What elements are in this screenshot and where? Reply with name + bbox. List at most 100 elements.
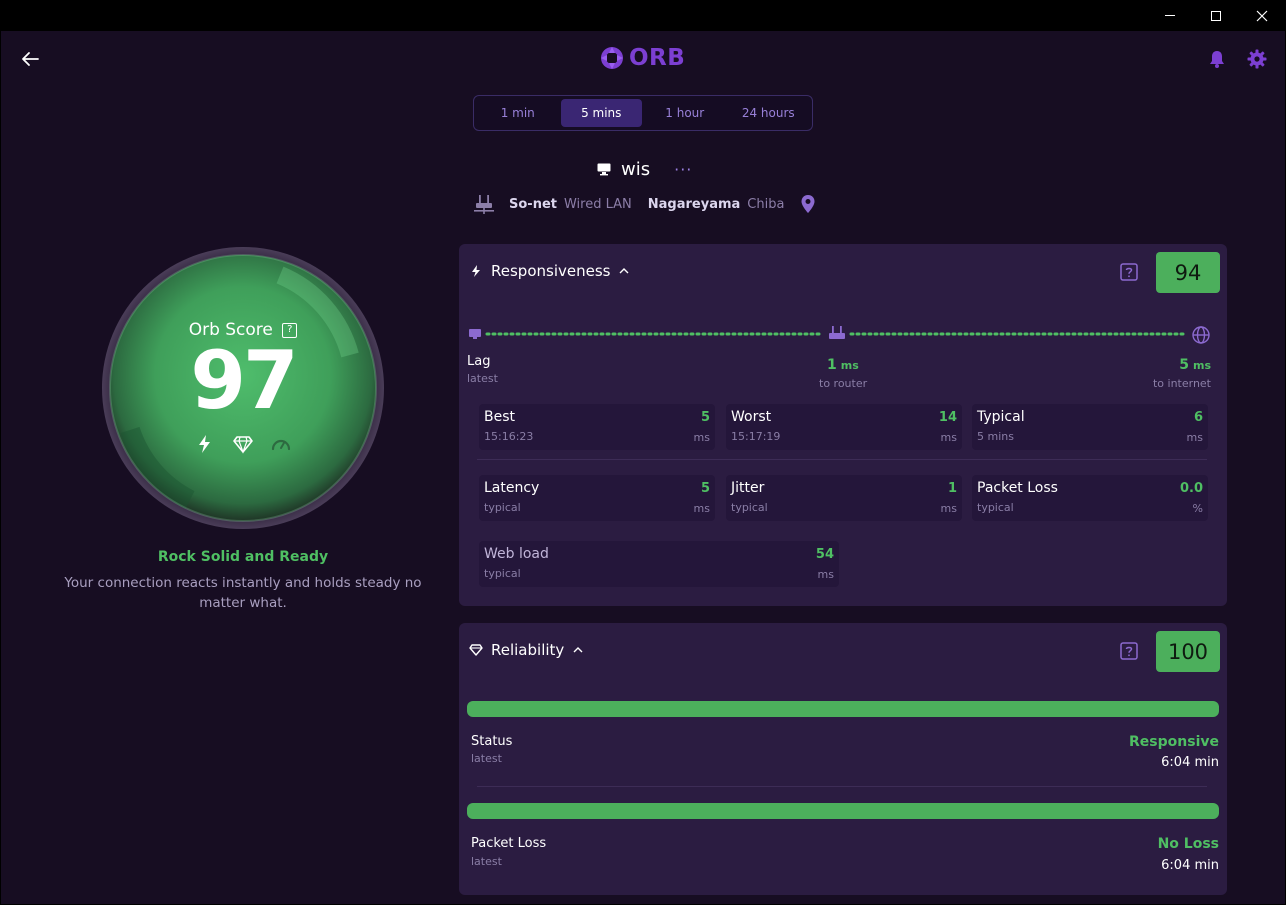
lag-label: Lag xyxy=(467,354,491,369)
lag-internet-value: 5 ms xyxy=(1179,357,1211,373)
tile-sub: 5 mins xyxy=(977,430,1014,443)
window-titlebar xyxy=(0,0,1286,31)
connection-type: Wired LAN xyxy=(563,196,632,212)
divider xyxy=(477,786,1207,787)
packet-loss-sub: latest xyxy=(471,855,502,868)
metric-tile-web-load: Web load typical 54 ms xyxy=(479,541,839,587)
time-range-1-hour[interactable]: 1 hour xyxy=(665,106,705,120)
metric-tile-typical: Typical 5 mins 6 ms xyxy=(972,404,1208,450)
location-pin-icon[interactable] xyxy=(800,194,816,214)
lag-internet-unit: ms xyxy=(1192,359,1211,372)
lightning-icon xyxy=(199,435,210,453)
orb-score-gauge[interactable]: Orb Score ? 97 xyxy=(100,245,386,531)
reliability-title: Reliability xyxy=(491,641,565,659)
chevron-up-icon xyxy=(573,647,583,653)
device-name: wis xyxy=(621,159,651,180)
lag-path-graphic xyxy=(469,326,1210,344)
bell-icon[interactable] xyxy=(1207,49,1227,69)
router-icon xyxy=(474,195,494,214)
back-arrow-icon[interactable] xyxy=(19,48,41,70)
tile-unit: ms xyxy=(817,568,834,581)
time-range-24-hours[interactable]: 24 hours xyxy=(741,106,795,120)
reliability-card: Reliability 100 Status latest Responsive… xyxy=(459,623,1227,895)
status-sub: latest xyxy=(471,752,502,765)
orb-logo: ORB xyxy=(599,45,685,71)
tile-name: Latency xyxy=(484,480,540,496)
metric-tile-worst: Worst 15:17:19 14 ms xyxy=(726,404,962,450)
status-time: 6:04 min xyxy=(1161,755,1219,770)
gear-icon[interactable] xyxy=(1247,49,1267,69)
tile-unit: ms xyxy=(693,431,710,444)
tile-value: 0.0 xyxy=(1179,481,1203,496)
metric-tile-packet-loss: Packet Loss typical 0.0 % xyxy=(972,475,1208,521)
lag-internet-number: 5 xyxy=(1179,357,1189,373)
responsiveness-score: 94 xyxy=(1156,252,1220,293)
packet-loss-value: No Loss xyxy=(1157,836,1219,852)
chevron-up-icon xyxy=(619,268,629,274)
help-icon[interactable]: ? xyxy=(282,322,298,338)
maximize-button[interactable] xyxy=(1193,0,1239,31)
isp-name: So-net xyxy=(509,196,557,212)
monitor-icon xyxy=(469,329,481,339)
orb-category-icons xyxy=(100,433,386,455)
tile-unit: ms xyxy=(940,502,957,515)
divider xyxy=(477,459,1207,460)
orb-description: Your connection reacts instantly and hol… xyxy=(64,575,422,611)
tile-sub: typical xyxy=(484,501,521,514)
packet-loss-label: Packet Loss xyxy=(471,836,547,851)
tile-sub: typical xyxy=(977,501,1014,514)
close-button[interactable] xyxy=(1239,0,1285,31)
orb-score-value: 97 xyxy=(190,334,298,427)
network-info: So-net Wired LAN Nagareyama Chiba xyxy=(473,192,816,216)
help-icon[interactable] xyxy=(1120,642,1138,660)
reliability-score: 100 xyxy=(1156,631,1220,672)
tile-value: 1 xyxy=(947,481,957,496)
logo-text: ORB xyxy=(629,45,686,71)
responsiveness-title: Responsiveness xyxy=(491,262,611,280)
lag-router-label: to router xyxy=(819,377,868,390)
help-icon[interactable] xyxy=(1120,263,1138,281)
lag-internet-label: to internet xyxy=(1152,377,1211,390)
tile-name: Web load xyxy=(484,546,549,562)
diamond-icon xyxy=(233,436,253,454)
tile-name: Typical xyxy=(977,409,1025,425)
tile-sub: 15:17:19 xyxy=(731,430,781,443)
minimize-button[interactable] xyxy=(1147,0,1193,31)
minimize-icon xyxy=(1165,15,1175,16)
status-bar xyxy=(467,701,1219,717)
metric-tile-latency: Latency typical 5 ms xyxy=(479,475,715,521)
globe-icon xyxy=(1192,326,1210,344)
location-region: Chiba xyxy=(747,196,785,212)
tile-value: 5 xyxy=(700,481,710,496)
tile-sub: typical xyxy=(731,501,768,514)
tile-sub: 15:16:23 xyxy=(484,430,534,443)
location-city: Nagareyama xyxy=(647,196,741,212)
tile-value: 5 xyxy=(700,410,710,425)
tile-value: 14 xyxy=(938,410,957,425)
tile-unit: ms xyxy=(940,431,957,444)
packet-loss-bar xyxy=(467,803,1219,819)
orb-score-label: Orb Score xyxy=(188,320,273,340)
diamond-icon xyxy=(469,644,483,656)
time-range-1-min[interactable]: 1 min xyxy=(500,106,535,120)
router-icon xyxy=(829,326,845,339)
tile-unit: ms xyxy=(1186,431,1203,444)
tile-name: Best xyxy=(484,409,516,425)
responsiveness-header[interactable]: Responsiveness xyxy=(469,262,630,280)
orb-gauge-graphic xyxy=(102,247,384,529)
time-range-selector: 1 min 5 mins 1 hour 24 hours xyxy=(473,95,813,131)
device-header: wis ··· xyxy=(597,159,692,180)
tile-value: 6 xyxy=(1193,410,1203,425)
orb-logo-icon xyxy=(601,47,623,69)
tile-unit: % xyxy=(1192,502,1203,515)
device-more-button[interactable]: ··· xyxy=(674,160,693,179)
tile-unit: ms xyxy=(693,502,710,515)
tile-name: Worst xyxy=(731,409,772,425)
tile-sub: typical xyxy=(484,567,521,580)
maximize-icon xyxy=(1211,10,1221,21)
lightning-icon xyxy=(472,265,480,277)
reliability-header[interactable]: Reliability xyxy=(469,641,584,659)
orb-verdict: Rock Solid and Ready xyxy=(157,549,329,565)
time-range-5-mins[interactable]: 5 mins xyxy=(560,99,642,127)
tile-value: 54 xyxy=(815,547,834,562)
